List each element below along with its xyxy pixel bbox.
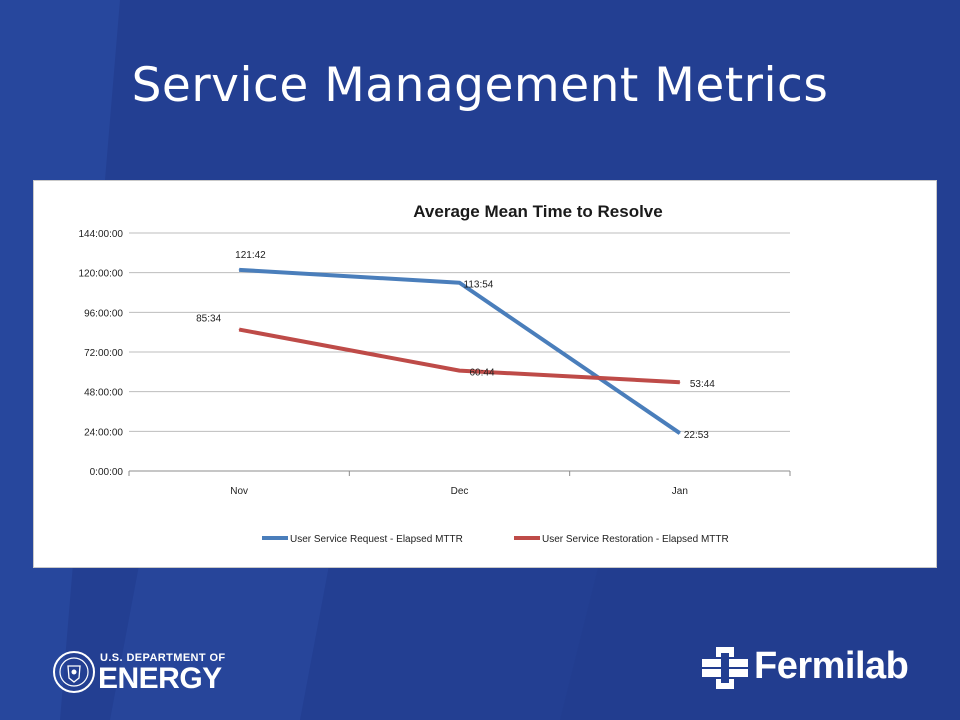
data-label: 113:54 <box>464 280 494 291</box>
chart-panel: Average Mean Time to Resolve 0:00:00 24:0… <box>33 180 937 568</box>
fermilab-logo: Fermilab <box>702 645 932 693</box>
data-label: 53:44 <box>690 379 715 390</box>
x-tick-label: Nov <box>230 486 248 497</box>
doe-logo: U.S. DEPARTMENT OF ENERGY <box>52 648 227 698</box>
fermilab-mark-icon <box>702 647 748 689</box>
x-axis-ticks: Nov Dec Jan <box>128 471 791 497</box>
legend-label: User Service Request - Elapsed MTTR <box>290 534 463 545</box>
data-point <box>459 282 460 284</box>
data-labels: 121:42 113:54 22:53 85:34 60:44 53:44 <box>196 250 715 441</box>
data-point <box>679 381 681 383</box>
series <box>238 267 681 435</box>
x-tick-label: Dec <box>451 486 469 497</box>
doe-seal-icon <box>53 651 95 693</box>
legend: User Service Request - Elapsed MTTR User … <box>262 534 729 545</box>
legend-label: User Service Restoration - Elapsed MTTR <box>542 534 729 545</box>
y-tick-label: 144:00:00 <box>79 229 124 240</box>
data-label: 22:53 <box>684 430 709 441</box>
doe-text-line2: ENERGY <box>98 662 222 695</box>
y-tick-label: 0:00:00 <box>90 467 124 478</box>
slide-title: Service Management Metrics <box>131 58 829 113</box>
data-point <box>459 370 460 372</box>
data-label: 60:44 <box>470 368 495 379</box>
y-tick-label: 72:00:00 <box>84 348 123 359</box>
y-tick-label: 48:00:00 <box>84 388 123 399</box>
y-tick-label: 96:00:00 <box>84 308 123 319</box>
x-tick-label: Jan <box>672 486 688 497</box>
data-point <box>238 269 240 271</box>
line-chart: Average Mean Time to Resolve 0:00:00 24:0… <box>79 202 791 545</box>
data-label: 85:34 <box>196 314 221 325</box>
chart-title: Average Mean Time to Resolve <box>413 202 662 221</box>
y-axis-ticks: 0:00:00 24:00:00 48:00:00 72:00:00 96:00:00 1… <box>79 229 124 478</box>
series-line <box>238 327 680 385</box>
y-tick-label: 120:00:00 <box>79 269 124 280</box>
data-label: 121:42 <box>235 250 266 261</box>
data-point <box>679 432 681 434</box>
fermilab-wordmark: Fermilab <box>754 645 909 687</box>
y-tick-label: 24:00:00 <box>84 427 123 438</box>
data-point <box>238 329 240 331</box>
doe-text-line1: U.S. DEPARTMENT OF <box>100 652 226 664</box>
